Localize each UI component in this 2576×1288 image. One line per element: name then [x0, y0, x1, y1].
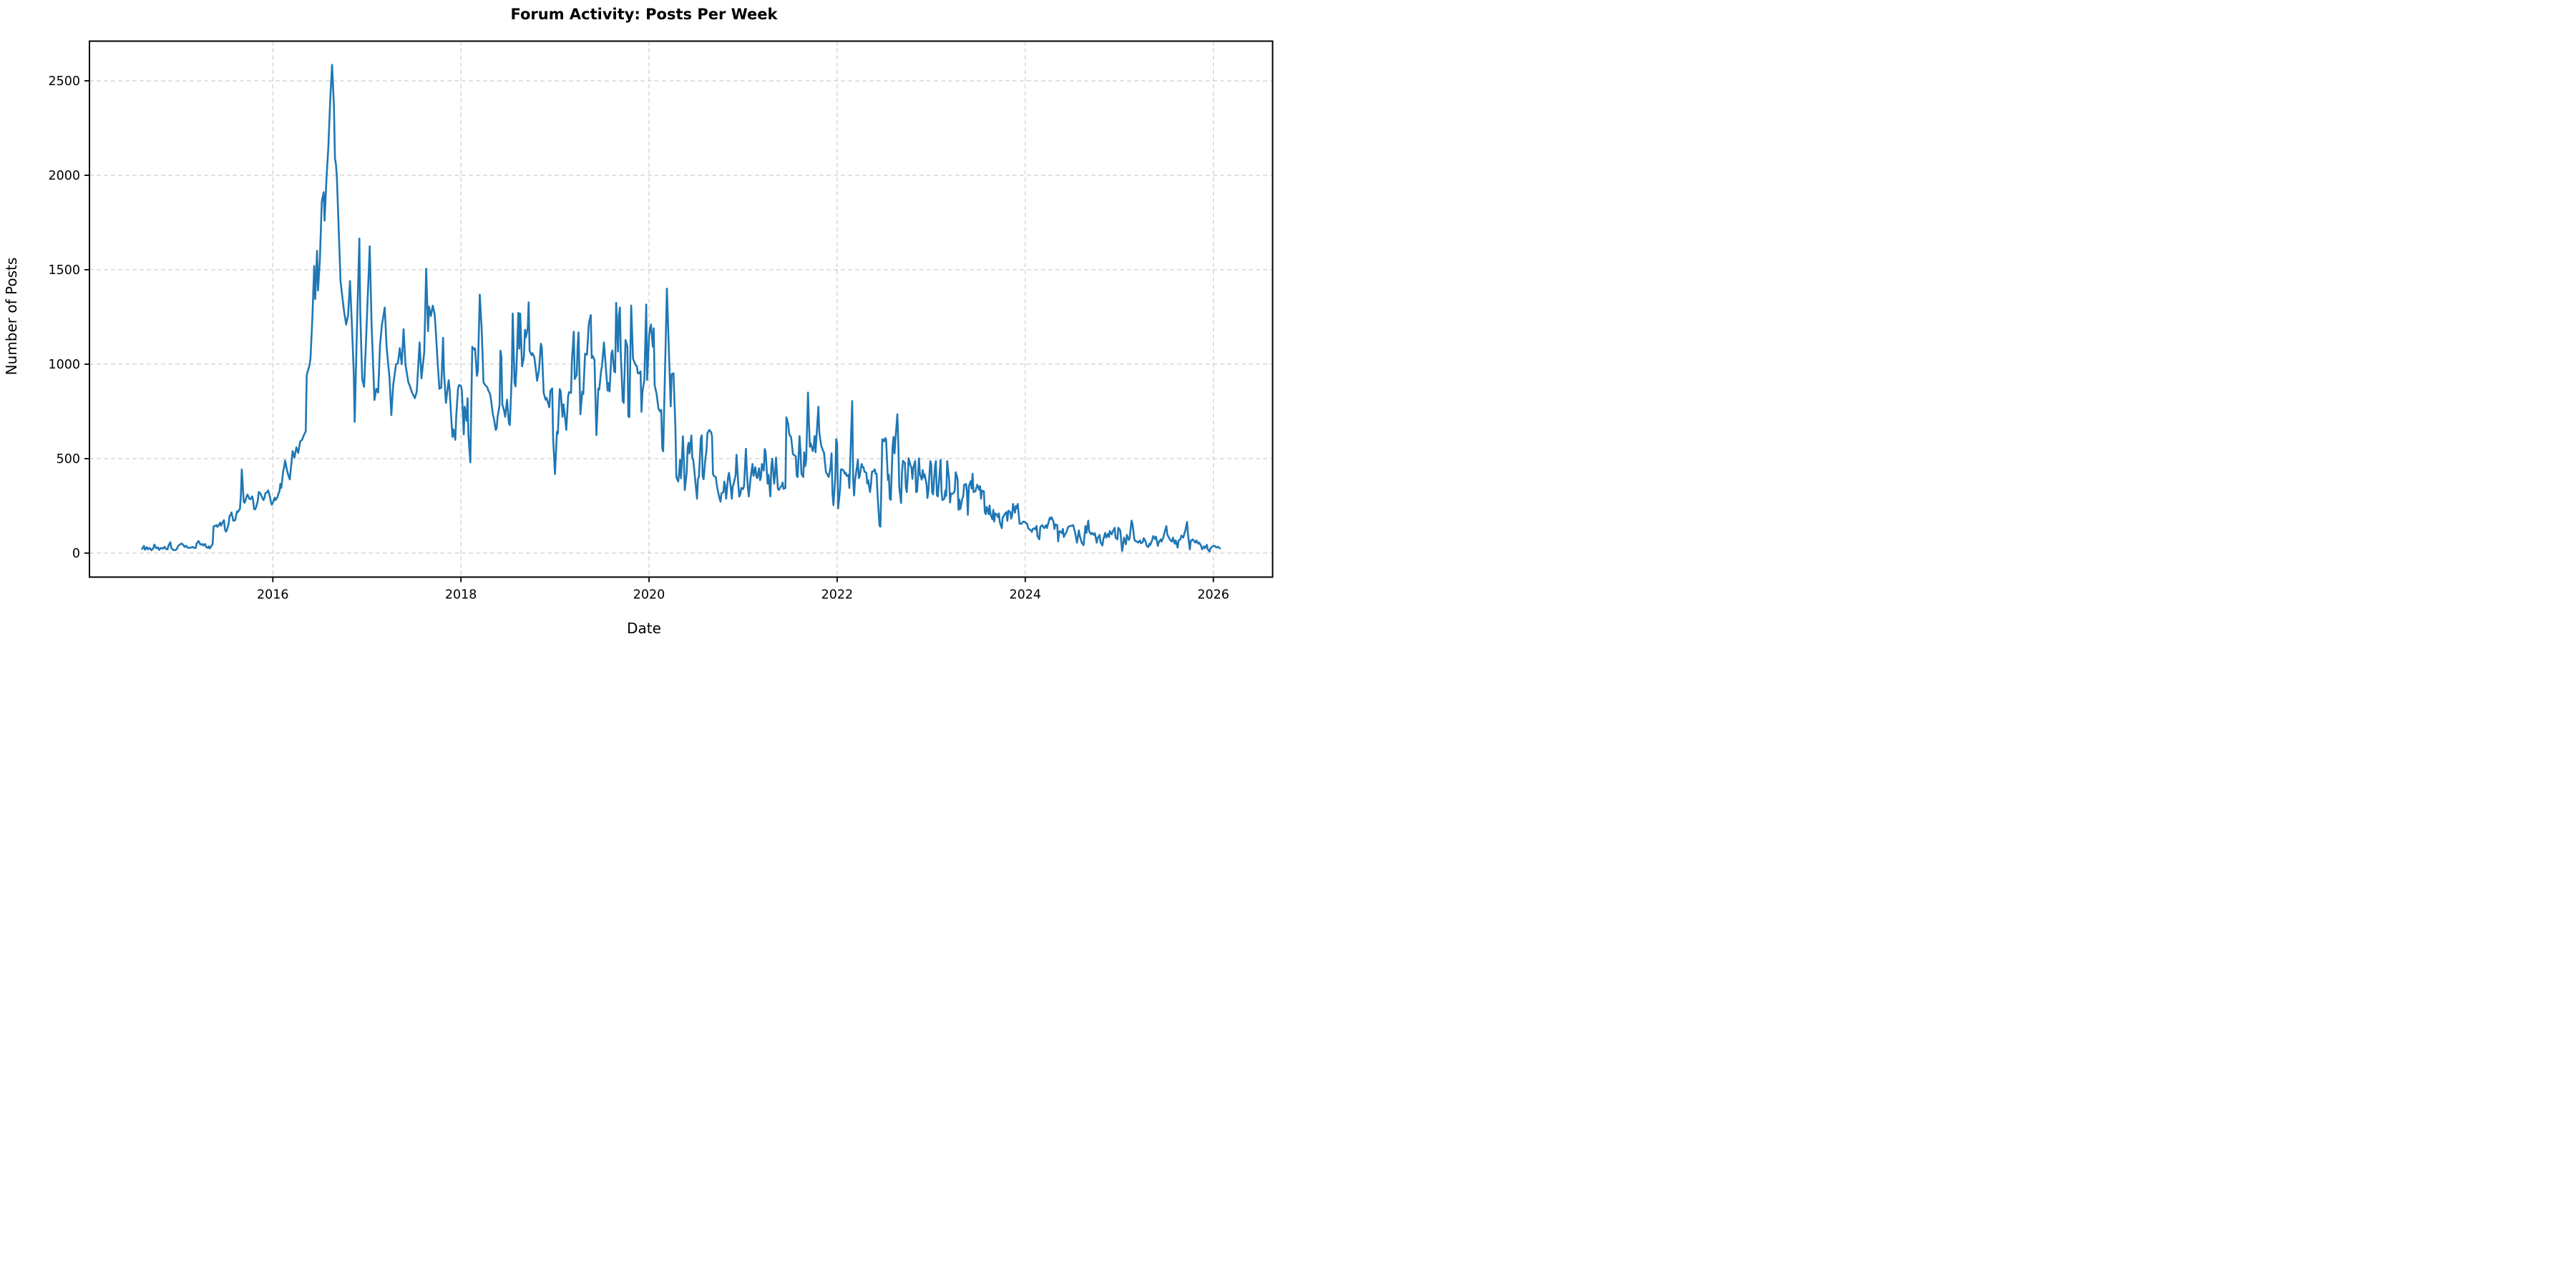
y-tick-label: 2000 [48, 169, 80, 183]
x-axis-label: Date [627, 620, 661, 637]
y-tick-label: 1500 [48, 263, 80, 278]
y-tick-label: 0 [72, 547, 80, 561]
y-axis-label: Number of Posts [3, 257, 20, 376]
x-tick-label: 2018 [445, 588, 477, 602]
posts-per-week-line [141, 64, 1221, 553]
y-tick-label: 1000 [48, 358, 80, 372]
x-tick-label: 2026 [1197, 588, 1229, 602]
x-tick-label: 2024 [1010, 588, 1042, 602]
x-tick-label: 2020 [633, 588, 665, 602]
y-tick-label: 500 [57, 452, 80, 467]
line-chart: 0 500 1000 1500 2000 2500 2016 2018 2020 2022 2024… [48, 40, 1274, 602]
x-tick-label: 2022 [821, 588, 854, 602]
x-tick-label: 2016 [257, 588, 289, 602]
plot-border [89, 40, 1274, 578]
y-tick-label: 2500 [48, 74, 80, 89]
chart-figure: Forum Activity: Posts Per Week 0 500 1000 1… [0, 0, 1288, 644]
